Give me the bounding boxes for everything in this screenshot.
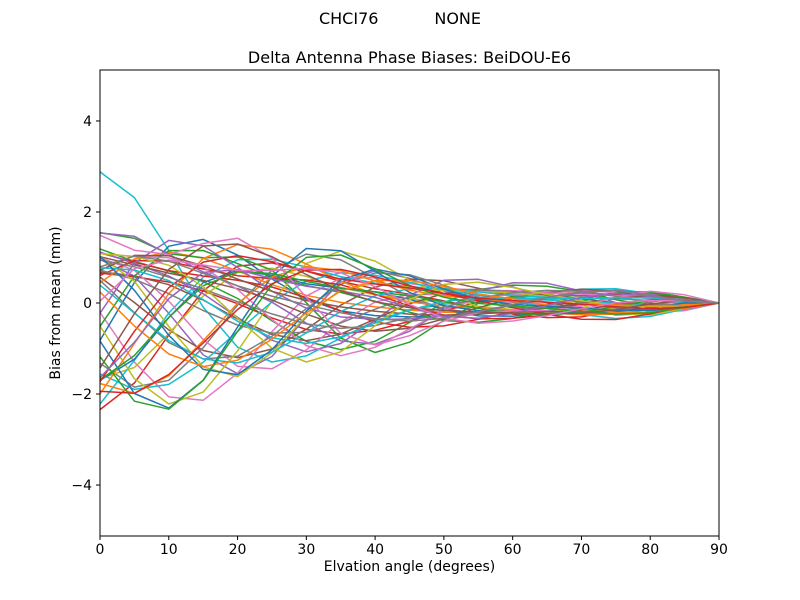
x-axis-label: Elvation angle (degrees)	[323, 559, 496, 575]
x-tick-label: 20	[229, 542, 247, 558]
x-tick-label: 0	[96, 542, 105, 558]
x-tick-label: 80	[641, 542, 659, 558]
bias-curve	[99, 259, 720, 330]
bias-curve	[99, 248, 720, 351]
bias-curve	[99, 265, 720, 394]
bias-curve	[99, 254, 720, 383]
y-tick-label: 4	[83, 114, 92, 130]
bias-curve	[99, 243, 720, 369]
bias-curve	[99, 259, 720, 324]
chart-title: Delta Antenna Phase Biases: BeiDOU-E6	[247, 48, 572, 67]
bias-curve	[99, 279, 720, 368]
x-tick-label: 10	[160, 542, 178, 558]
y-axis-label: Bias from mean (mm)	[48, 226, 64, 380]
x-tick-label: 40	[366, 542, 384, 558]
y-tick-label: 2	[83, 205, 92, 221]
bias-curve	[99, 268, 720, 395]
y-tick-label: −4	[71, 478, 92, 494]
x-tick-label: 30	[297, 542, 315, 558]
bias-curve	[99, 266, 720, 345]
bias-curve	[99, 234, 720, 346]
x-tick-label: 60	[504, 542, 522, 558]
y-tick-label: −2	[71, 387, 92, 403]
y-tick-label: 0	[83, 296, 92, 312]
x-tick-label: 90	[710, 542, 728, 558]
plot-frame	[99, 69, 720, 537]
bias-curve	[99, 255, 720, 322]
figure-suptitle: CHCI76 NONE	[318, 9, 482, 28]
x-tick-label: 50	[435, 542, 453, 558]
x-tick-label: 70	[573, 542, 591, 558]
bias-curve	[99, 259, 720, 320]
bias-curve	[99, 269, 720, 334]
